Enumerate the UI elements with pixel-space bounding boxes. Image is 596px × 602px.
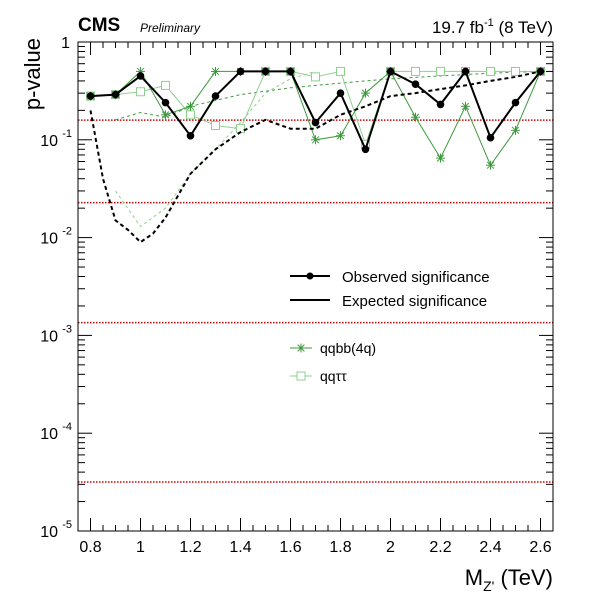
series-line-expected [89,70,541,244]
point-qqbb [511,125,520,135]
point-observed [461,67,470,76]
point-qqbb [411,112,420,122]
point-qqbb [461,101,470,111]
point-qqbb [186,101,195,111]
y-tick-exponent: -3 [62,323,72,335]
point-observed [261,67,270,76]
tick-layer: 0.8 1 1.2 1.4 1.6 1.8 2 2.2 2.4 2.6 1 10 -1 10 -2 10 -3 1… [40,35,553,556]
x-tick-label: 2 [386,539,395,556]
x-axis-title-subscript: Z' [483,578,494,594]
x-tick-label: 2.6 [529,539,551,556]
point-qqbb [361,88,370,98]
legend-qqbb-marker [296,343,306,353]
x-tick-label: 2.4 [479,539,501,556]
point-observed [111,90,120,99]
x-tick-label: 1.6 [279,539,301,556]
legend-qqtautau-marker [296,371,306,381]
x-tick-label: 1.8 [329,539,351,556]
lumi-value: 19.7 [432,18,465,37]
lumi-label: 19.7 fb-1 (8 TeV) [432,11,553,37]
series-line-qqtautau [90,70,541,146]
x-tick-label: 1.2 [179,539,201,556]
point-observed [511,98,520,107]
y-tick-exponent: -5 [62,519,72,531]
point-qqbb [436,153,445,163]
point-qqbb [336,131,345,141]
y-tick-label: 10 [40,231,58,248]
point-observed [361,145,370,154]
point-observed [286,67,295,76]
point-qqtautau [336,66,345,76]
legend: Observed significance Expected significa… [290,269,490,384]
y-tick-label: 10 [40,133,58,150]
y-axis-title: p-value [20,38,45,110]
point-qqtautau [311,72,320,82]
x-tick-label: 1.4 [229,539,251,556]
series-line-expected_qqbb [115,70,541,121]
x-axis-title-unit: (TeV) [500,565,553,590]
legend-qqbb-label: qqbb(4q) [320,340,376,356]
x-axis-title-base: M [465,565,483,590]
y-tick-exponent: -2 [62,226,72,238]
point-observed [186,131,195,140]
point-observed [386,67,395,76]
point-observed [236,67,245,76]
lumi-unit-exponent: -1 [484,17,494,29]
series-layer [86,66,545,244]
point-qqtautau [436,66,445,76]
x-axis-title: MZ' (TeV) [465,565,553,596]
legend-qqtautau-label: qqττ [320,368,347,384]
y-tick-label: 10 [40,426,58,443]
y-tick-label: 10 [40,328,58,345]
point-observed [536,67,545,76]
y-tick-exponent: -4 [62,421,72,433]
legend-observed-label: Observed significance [342,269,490,286]
point-qqbb [161,110,170,120]
legend-qqbb-star [296,343,306,353]
point-qqbb [211,66,220,76]
lumi-unit: fb [470,18,484,37]
legend-observed-marker [306,272,314,280]
point-observed [486,133,495,142]
energy-label: (8 TeV) [499,18,554,37]
point-qqtautau [211,121,220,131]
point-observed [311,118,320,127]
y-tick-label: 10 [40,524,58,541]
preliminary-label: Preliminary [140,21,201,35]
point-observed [211,92,220,100]
x-tick-label: 2.2 [429,539,451,556]
x-tick-label: 1 [136,539,145,556]
point-qqtautau [161,80,170,90]
point-qqtautau [186,110,195,120]
point-observed [411,80,420,89]
point-observed [336,89,345,97]
x-tick-label: 0.8 [79,539,101,556]
point-qqbb [311,135,320,145]
point-qqtautau [411,66,420,76]
point-qqbb [486,160,495,170]
legend-expected-label: Expected significance [342,293,487,310]
point-qqtautau [486,66,495,76]
cms-label: CMS [78,15,120,36]
point-observed [136,72,145,80]
point-observed [86,92,95,100]
y-tick-label: 1 [61,35,70,52]
point-observed [436,100,445,109]
y-tick-exponent: -1 [62,128,72,140]
point-observed [161,98,170,107]
point-qqtautau [136,87,145,97]
point-qqtautau [511,66,520,76]
